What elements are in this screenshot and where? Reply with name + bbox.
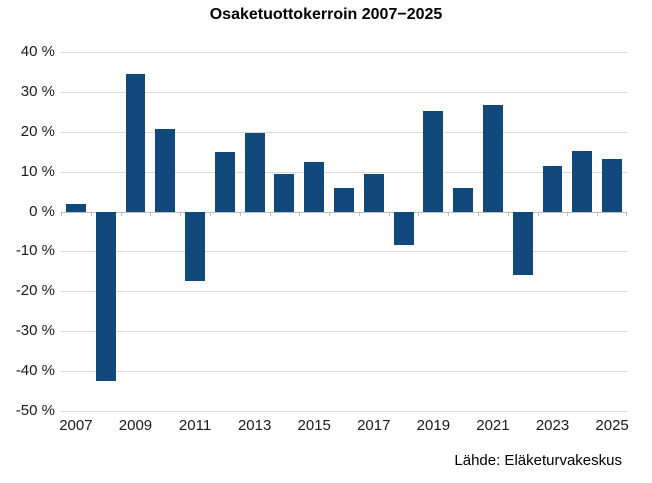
gridline-40 bbox=[61, 52, 627, 53]
gridline--30 bbox=[61, 331, 627, 333]
x-tick-label-2011: 2011 bbox=[178, 417, 212, 434]
bar-2018 bbox=[393, 211, 414, 246]
bar-2024 bbox=[572, 150, 593, 212]
gridline-30 bbox=[61, 91, 627, 93]
x-tick-mark bbox=[120, 211, 122, 216]
bar-2025 bbox=[602, 159, 623, 212]
x-tick-mark bbox=[61, 211, 62, 216]
bar-2008 bbox=[95, 211, 116, 382]
x-tick-label-2025: 2025 bbox=[595, 417, 629, 434]
x-tick-mark bbox=[239, 211, 241, 216]
x-tick-mark bbox=[388, 211, 390, 216]
bar-2023 bbox=[542, 166, 563, 212]
x-tick-mark bbox=[507, 211, 509, 216]
x-tick-label-2015: 2015 bbox=[297, 417, 331, 434]
bar-2010 bbox=[155, 129, 176, 212]
bar-2009 bbox=[125, 73, 146, 212]
bar-2012 bbox=[214, 151, 235, 212]
x-tick-label-2009: 2009 bbox=[118, 417, 153, 434]
gridline-10 bbox=[61, 171, 627, 173]
y-tick-label-0: 0 % bbox=[29, 202, 55, 220]
y-tick-label-30: 30 % bbox=[20, 82, 55, 100]
y-axis: 40 % 30 % 20 % 10 % 0 % -10 % -20 % -30 % -40 % -… bbox=[0, 43, 55, 419]
bar-2016 bbox=[334, 188, 354, 212]
x-tick-mark bbox=[626, 211, 627, 216]
x-tick-mark bbox=[358, 211, 360, 216]
x-tick-mark bbox=[537, 211, 539, 216]
x-tick-mark bbox=[269, 211, 271, 216]
y-tick-label-10: 10 % bbox=[20, 162, 55, 180]
y-tick-label--30: -30 % bbox=[15, 322, 55, 340]
chart-title: Osaketuottokerroin 2007−2025 bbox=[209, 6, 443, 23]
bar-2019 bbox=[423, 110, 444, 212]
gridline--40 bbox=[61, 371, 627, 373]
bar-2021 bbox=[483, 105, 503, 212]
x-tick-mark bbox=[478, 211, 480, 216]
bar-2022 bbox=[512, 211, 533, 276]
y-tick-label-20: 20 % bbox=[20, 122, 55, 140]
x-tick-mark bbox=[180, 211, 182, 216]
gridline--10 bbox=[61, 251, 627, 253]
x-tick-mark bbox=[597, 211, 599, 216]
bar-2015 bbox=[304, 162, 325, 212]
x-tick-mark bbox=[567, 211, 569, 216]
plot-area bbox=[61, 52, 627, 412]
source-caption: Lähde: Eläketurvakeskus bbox=[454, 452, 622, 469]
y-tick-label--10: -10 % bbox=[15, 242, 55, 260]
x-tick-mark bbox=[150, 211, 152, 216]
x-tick-label-2021: 2021 bbox=[476, 417, 510, 434]
bar-2013 bbox=[244, 132, 265, 212]
x-axis: 2007 2009 2011 2013 2015 2017 2019 2021 2023 2025 bbox=[59, 417, 629, 439]
x-tick-label-2013: 2013 bbox=[237, 417, 272, 434]
bar-2020 bbox=[453, 188, 474, 212]
bar-2007 bbox=[65, 203, 86, 212]
y-tick-label-40: 40 % bbox=[20, 43, 55, 60]
x-tick-mark bbox=[418, 211, 420, 216]
x-tick-mark bbox=[329, 211, 331, 216]
y-tick-label--40: -40 % bbox=[15, 362, 55, 380]
x-tick-label-2019: 2019 bbox=[416, 417, 451, 434]
x-tick-mark bbox=[448, 211, 450, 216]
x-tick-label-2023: 2023 bbox=[535, 417, 570, 434]
gridline--50 bbox=[61, 411, 627, 412]
x-tick-label-2007: 2007 bbox=[59, 417, 93, 434]
x-tick-mark bbox=[90, 211, 92, 216]
bar-2017 bbox=[363, 173, 384, 212]
y-tick-label--20: -20 % bbox=[15, 282, 55, 300]
y-tick-label--50: -50 % bbox=[15, 402, 55, 419]
bar-2014 bbox=[274, 174, 295, 212]
gridline-20 bbox=[61, 131, 627, 133]
zero-axis-line bbox=[61, 211, 627, 213]
x-tick-label-2017: 2017 bbox=[357, 417, 391, 434]
bar-2011 bbox=[185, 211, 205, 282]
x-tick-mark bbox=[299, 211, 301, 216]
gridline--20 bbox=[61, 291, 627, 293]
x-tick-mark bbox=[209, 211, 211, 216]
